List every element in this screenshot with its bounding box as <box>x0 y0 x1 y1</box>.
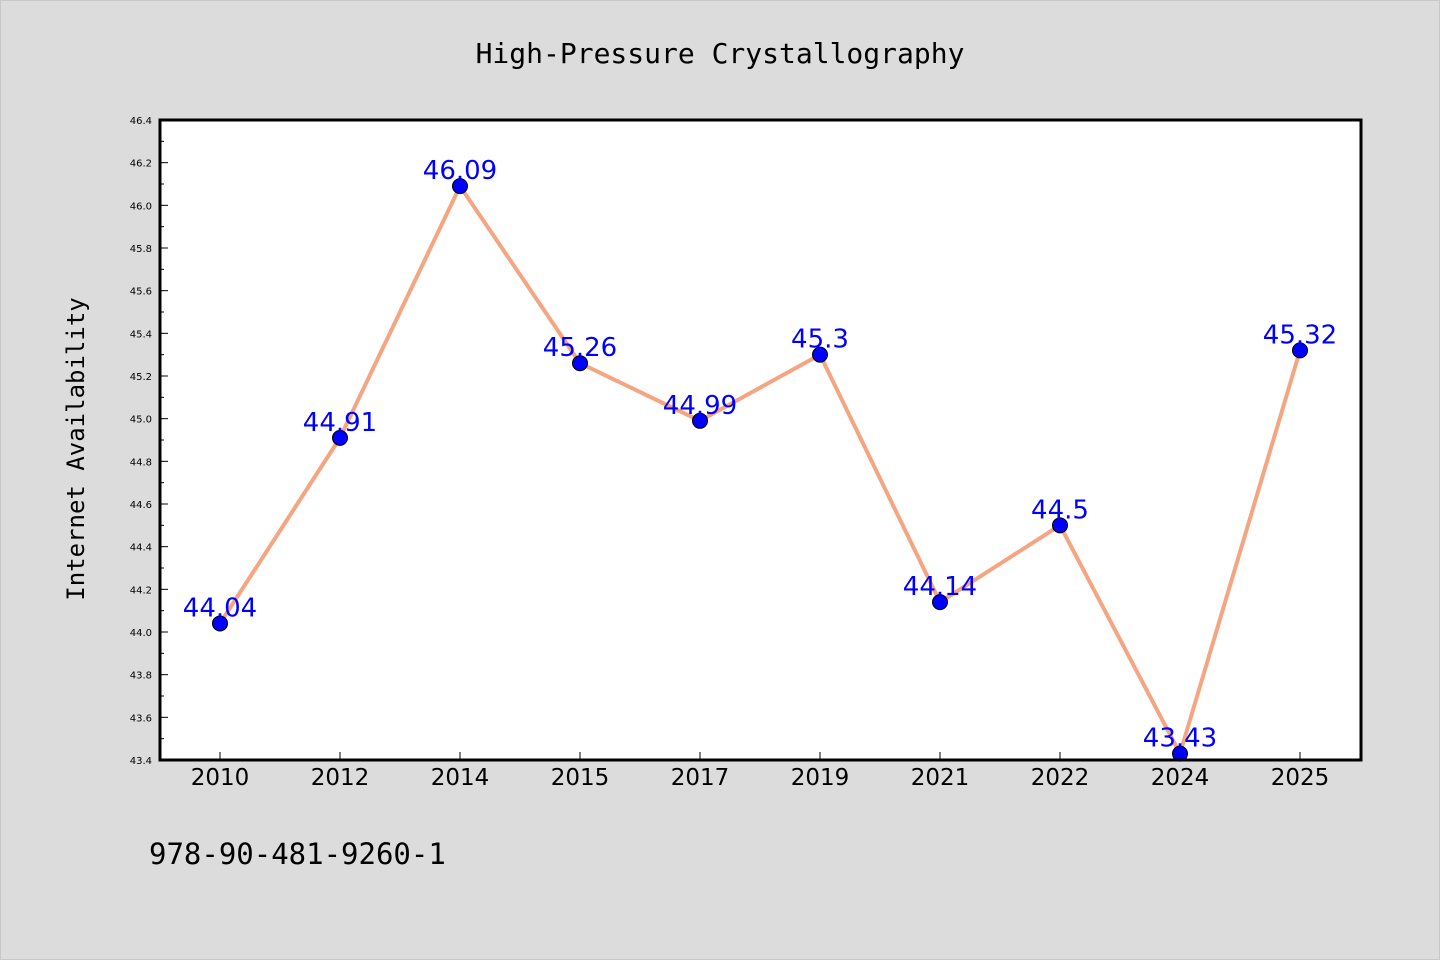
data-point <box>932 594 948 611</box>
plot-frame <box>158 118 1363 762</box>
data-point <box>572 355 588 372</box>
data-label: 44.04 <box>183 593 257 623</box>
y-tick-label: 45.4 <box>130 329 152 340</box>
data-label: 44.5 <box>1031 495 1089 525</box>
y-tick-label: 46.4 <box>130 116 152 127</box>
x-tick-label: 2024 <box>1151 765 1210 791</box>
y-tick-label: 45.0 <box>130 415 152 426</box>
data-point <box>1292 342 1308 359</box>
data-point <box>812 346 828 363</box>
y-tick-label: 45.2 <box>130 372 152 383</box>
y-tick-label: 45.6 <box>130 287 152 298</box>
x-tick-label: 2022 <box>1031 765 1090 791</box>
x-tick-label: 2025 <box>1271 765 1330 791</box>
data-label: 45.26 <box>543 333 617 363</box>
y-tick-label: 46.2 <box>130 159 152 170</box>
x-tick-label: 2010 <box>191 765 250 791</box>
y-tick-label: 46.0 <box>130 201 152 212</box>
footnote-text: 978-90-481-9260-1 <box>149 837 446 871</box>
x-tick-label: 2021 <box>911 765 970 791</box>
data-label: 44.99 <box>663 391 737 421</box>
y-tick-label: 45.8 <box>130 244 152 255</box>
data-point <box>692 412 708 429</box>
series-line <box>218 184 1302 756</box>
x-tick-label: 2012 <box>311 765 370 791</box>
data-point <box>452 178 468 195</box>
data-label: 45.32 <box>1263 320 1337 350</box>
y-tick-label: 44.8 <box>130 457 152 468</box>
data-label: 45.3 <box>791 325 849 355</box>
data-label: 46.09 <box>423 156 497 186</box>
plot-area <box>160 120 1361 760</box>
data-labels: 44.04 44.91 46.09 45.26 44.99 45.3 44.14 44.5 43… <box>183 156 1337 753</box>
y-tick-label: 43.6 <box>130 713 152 724</box>
x-tick-label: 2014 <box>431 765 490 791</box>
data-label: 43.43 <box>1143 724 1217 754</box>
x-tick-label: 2017 <box>671 765 730 791</box>
y-tick-label: 44.2 <box>130 585 152 596</box>
y-tick-label: 43.4 <box>130 756 152 767</box>
y-tick-label: 43.8 <box>130 671 152 682</box>
data-label: 44.14 <box>903 572 977 602</box>
x-tick-label: 2015 <box>551 765 610 791</box>
chart-title: High-Pressure Crystallography <box>476 37 965 70</box>
y-tick-label: 44.4 <box>130 543 152 554</box>
y-tick-label: 44.6 <box>130 500 152 511</box>
y-axis-label: Internet Availability <box>62 297 90 600</box>
data-label: 44.91 <box>303 408 377 438</box>
y-tick-label: 44.0 <box>130 628 152 639</box>
x-axis-ticks: 2010 2012 2014 2015 2017 2019 2021 2022 2024 2025 <box>191 752 1330 791</box>
x-tick-label: 2019 <box>791 765 850 791</box>
data-series <box>212 178 1308 762</box>
data-point <box>332 429 348 446</box>
data-point <box>1052 517 1068 534</box>
data-point <box>212 615 228 632</box>
